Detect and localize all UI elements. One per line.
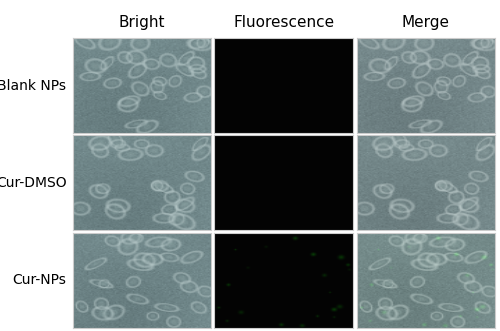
Text: Fluorescence: Fluorescence: [233, 15, 334, 30]
Text: Cur-NPs: Cur-NPs: [12, 273, 66, 287]
Text: Merge: Merge: [402, 15, 450, 30]
Text: Cur-DMSO: Cur-DMSO: [0, 176, 66, 190]
Text: Blank NPs: Blank NPs: [0, 78, 66, 93]
Text: Bright: Bright: [118, 15, 165, 30]
